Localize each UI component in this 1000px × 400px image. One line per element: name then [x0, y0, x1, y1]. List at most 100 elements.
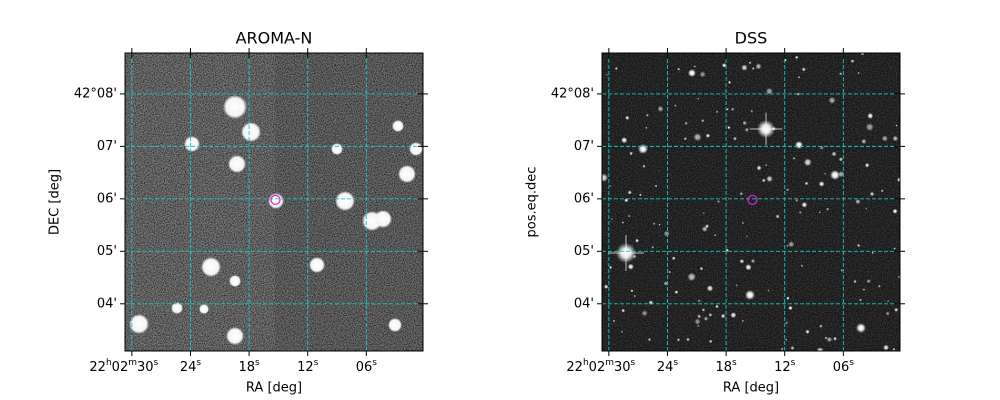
star [688, 69, 696, 77]
star [641, 310, 648, 317]
star [883, 344, 889, 351]
source [229, 275, 241, 287]
star [895, 124, 898, 127]
star [830, 170, 840, 180]
star [818, 211, 821, 214]
star [864, 163, 870, 168]
star [790, 346, 795, 350]
target-marker [747, 194, 758, 206]
star [788, 305, 793, 311]
image-noise [602, 53, 900, 351]
star [657, 105, 664, 112]
star [699, 266, 704, 271]
star [892, 208, 898, 214]
star [786, 296, 790, 300]
image-panel [125, 53, 423, 351]
star [730, 107, 735, 111]
y-tick-label: 06' [574, 191, 594, 206]
star [780, 347, 784, 351]
star [767, 289, 770, 292]
star [826, 207, 830, 211]
star [654, 184, 658, 188]
star [697, 324, 700, 328]
star [831, 151, 837, 157]
star [792, 156, 796, 160]
star [730, 312, 737, 318]
source [309, 257, 325, 273]
source [171, 302, 183, 314]
star [750, 259, 755, 264]
star [635, 238, 639, 243]
star [766, 175, 773, 183]
star [869, 191, 875, 197]
source [409, 142, 423, 156]
star [839, 72, 843, 76]
x-tick-label: 24s [657, 358, 679, 375]
star [786, 244, 789, 248]
star [694, 318, 701, 325]
source [374, 210, 392, 228]
star [893, 247, 896, 250]
star [651, 245, 655, 249]
star [796, 92, 800, 96]
star [627, 190, 632, 195]
star [892, 135, 899, 142]
star [739, 191, 744, 196]
source [241, 122, 261, 142]
star [818, 181, 825, 187]
star [857, 71, 860, 75]
star [697, 314, 702, 319]
axes-frame [601, 52, 901, 352]
star [683, 137, 687, 141]
star [663, 230, 670, 237]
star [658, 223, 661, 226]
star [785, 338, 788, 341]
star [614, 67, 618, 70]
star [833, 336, 837, 341]
star [727, 126, 731, 130]
star [775, 214, 780, 219]
source [335, 191, 355, 211]
star [714, 234, 717, 237]
star [633, 294, 636, 298]
star [715, 110, 719, 114]
star [705, 224, 709, 229]
star [751, 67, 755, 70]
star [745, 235, 748, 238]
star [625, 115, 630, 120]
star [795, 55, 799, 59]
star [742, 120, 747, 126]
x-axis-label: RA [deg] [723, 381, 779, 396]
source [388, 318, 402, 332]
y-tick-label: 05' [97, 244, 117, 259]
star [745, 264, 752, 271]
source [201, 257, 221, 277]
source [226, 327, 244, 345]
star [765, 87, 773, 95]
star [741, 221, 745, 225]
star [701, 308, 706, 312]
star [892, 347, 896, 351]
star [840, 269, 843, 272]
star [881, 135, 888, 142]
star [674, 290, 679, 294]
star [795, 198, 799, 202]
source [392, 120, 404, 132]
star [645, 126, 648, 129]
star [609, 266, 613, 270]
star [728, 80, 732, 84]
star [609, 184, 612, 188]
star [748, 61, 752, 65]
star [805, 329, 810, 334]
star [756, 165, 762, 171]
star [648, 300, 654, 305]
star [816, 347, 824, 351]
star [639, 193, 642, 197]
star [709, 339, 713, 344]
star [853, 279, 857, 284]
star [693, 133, 702, 142]
star [646, 113, 649, 117]
star [871, 251, 874, 254]
star [735, 284, 738, 287]
